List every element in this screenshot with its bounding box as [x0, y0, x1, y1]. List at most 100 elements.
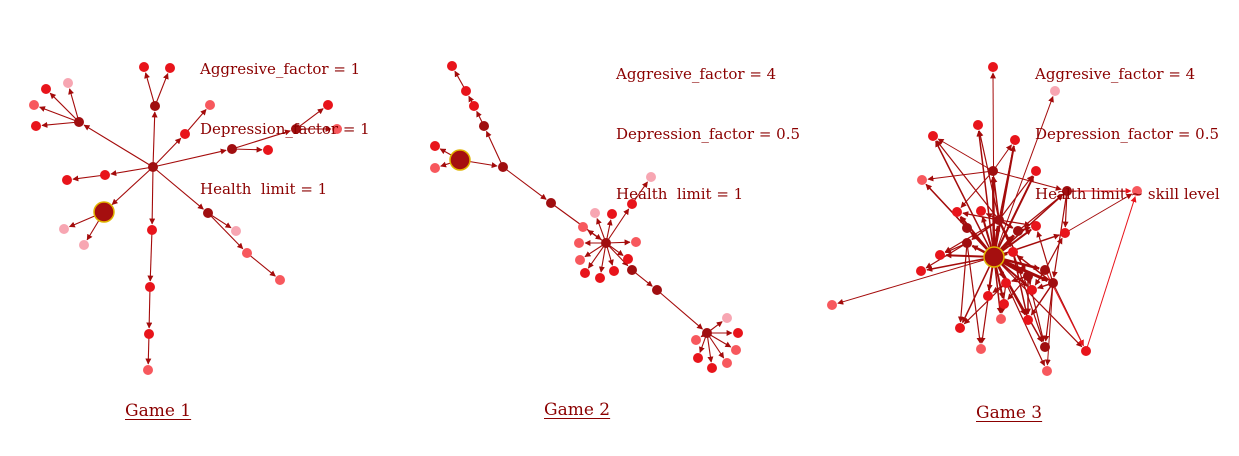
game-2-node [546, 198, 556, 208]
game-2-edge [706, 332, 725, 359]
game-3-parameters: Aggresive_factor = 4 Depression_factor =… [1035, 24, 1220, 224]
game-3-edge [992, 144, 1012, 172]
game-2-node [731, 345, 741, 355]
game-1-edge [184, 109, 207, 135]
game-3-node [1001, 278, 1011, 288]
game-1-edge [246, 252, 276, 277]
game-3-edge [925, 242, 968, 269]
game-2-network [430, 61, 743, 373]
game-1-edge [145, 333, 152, 365]
game-3-node [1013, 226, 1023, 236]
game-3-node [962, 238, 972, 248]
game-1-edge [207, 212, 244, 250]
game-3-node [827, 300, 837, 310]
game-2-node [627, 265, 637, 275]
game-3-node [1027, 285, 1037, 295]
game-1-edge [295, 108, 324, 130]
game-2-node [722, 358, 732, 368]
game-3-node [1042, 366, 1052, 376]
game-2-edge [587, 242, 607, 269]
game-3-aggressive-factor: Aggresive_factor = 4 [1035, 65, 1196, 83]
game-3-edge [1007, 275, 1029, 300]
game-1-node [100, 170, 110, 180]
game-1-edge [111, 166, 154, 206]
game-3-caption: Game 3 [976, 403, 1043, 423]
game-2-node [447, 61, 457, 71]
game-3-edge [936, 140, 1000, 221]
game-3-edge [993, 175, 1035, 258]
game-3-edge [1017, 194, 1063, 232]
game-3-edge [990, 72, 997, 258]
game-1-node [139, 62, 149, 72]
game-2-node [590, 208, 600, 218]
game-3-node [1060, 228, 1070, 238]
game-2-depression-factor: Depression_factor = 0.5 [616, 125, 801, 143]
game-3-edge [966, 242, 983, 344]
game-1-edge [49, 92, 80, 123]
game-3-node [1023, 271, 1033, 281]
game-1-node [29, 100, 39, 110]
game-3-node [962, 223, 972, 233]
game-2-node [578, 222, 588, 232]
game-2-health-limit: Health limit = 1 [616, 185, 744, 203]
game-3-edge [963, 282, 1007, 325]
game-2-caption: Game 2 [544, 400, 611, 420]
game-2-node [646, 172, 656, 182]
game-2-node [469, 101, 479, 111]
game-1-node [323, 100, 333, 110]
game-3-node [973, 120, 983, 130]
game-2-node [479, 121, 489, 131]
game-3-edge [998, 219, 1026, 272]
game-3-node [928, 131, 938, 141]
game-2-node [722, 313, 732, 323]
game-1-caption: Game 1 [125, 401, 192, 421]
game-3-node [1040, 342, 1050, 352]
game-3-edge [998, 175, 1033, 221]
game-3-network [827, 62, 1142, 376]
game-3-node [916, 266, 926, 276]
game-2-node [580, 268, 590, 278]
game-3-edge [998, 145, 1016, 221]
game-3-edge [944, 219, 1000, 253]
game-1-hub-node [93, 201, 115, 223]
game-2-node [575, 255, 585, 265]
game-3-node [1132, 186, 1142, 196]
game-3-edge [961, 256, 995, 324]
game-2-parameters: Aggresive_factor = 4 Depression_factor =… [616, 24, 800, 224]
game-3-node [996, 314, 1006, 324]
game-1-node [144, 329, 154, 339]
game-1-network [29, 62, 342, 375]
game-1-edge [152, 148, 227, 168]
game-1-edge [68, 88, 80, 123]
game-1-node [227, 144, 237, 154]
game-1-edge [110, 166, 154, 177]
game-1-node [41, 84, 51, 94]
game-1-edge [144, 72, 156, 107]
game-3-node [1023, 315, 1033, 325]
game-3-edge [925, 183, 968, 229]
game-1-node [231, 226, 241, 236]
game-3-edge [993, 256, 1083, 348]
game-3-edge [962, 211, 1000, 221]
game-3-node [1031, 166, 1041, 176]
game-3-node [952, 207, 962, 217]
game-1-node [205, 100, 215, 110]
game-3-node [994, 215, 1004, 225]
game-3-node [917, 175, 927, 185]
game-1-node [74, 117, 84, 127]
game-1-node [145, 282, 155, 292]
game-3-edge [1085, 196, 1137, 352]
game-2-node [691, 335, 701, 345]
game-1-edge [154, 73, 169, 107]
game-3-node [1048, 278, 1058, 288]
game-1-edge [39, 106, 80, 123]
game-3-node [1062, 186, 1072, 196]
game-1-node [143, 365, 153, 375]
game-2-node [430, 141, 440, 151]
game-2-node [607, 209, 617, 219]
game-1-parameters: Aggresive_factor = 1 Depression_factor =… [200, 19, 370, 219]
game-2-aggressive-factor: Aggresive_factor = 4 [616, 65, 777, 83]
game-2-node [693, 353, 703, 363]
game-1-edge [149, 166, 156, 225]
